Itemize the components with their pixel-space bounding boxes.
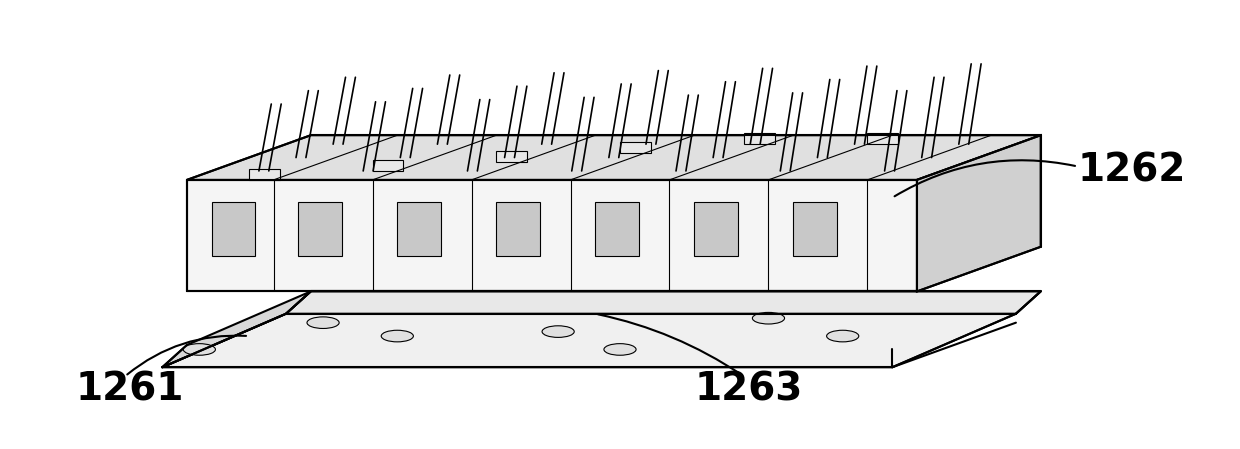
Circle shape [542, 326, 574, 337]
Polygon shape [187, 135, 1040, 180]
Circle shape [381, 330, 413, 342]
Bar [249, 169, 280, 180]
Bar [620, 142, 651, 153]
Bar [868, 133, 898, 144]
Bar [496, 151, 527, 162]
Circle shape [827, 330, 859, 342]
Bar [694, 202, 738, 256]
Circle shape [184, 343, 216, 355]
Bar [212, 202, 255, 256]
Text: 1261: 1261 [76, 370, 184, 409]
Bar [372, 160, 403, 171]
Bar [744, 133, 775, 144]
Circle shape [753, 313, 785, 324]
Bar [299, 202, 342, 256]
Bar [595, 202, 639, 256]
Text: 1263: 1263 [694, 370, 802, 409]
Text: 1262: 1262 [1078, 152, 1187, 190]
Bar [397, 202, 440, 256]
Polygon shape [286, 291, 1040, 314]
Polygon shape [162, 314, 1016, 367]
Circle shape [604, 343, 636, 355]
Polygon shape [916, 135, 1040, 291]
Polygon shape [162, 291, 311, 367]
Polygon shape [187, 180, 916, 291]
Bar [496, 202, 539, 256]
Circle shape [308, 317, 340, 329]
Bar [794, 202, 837, 256]
